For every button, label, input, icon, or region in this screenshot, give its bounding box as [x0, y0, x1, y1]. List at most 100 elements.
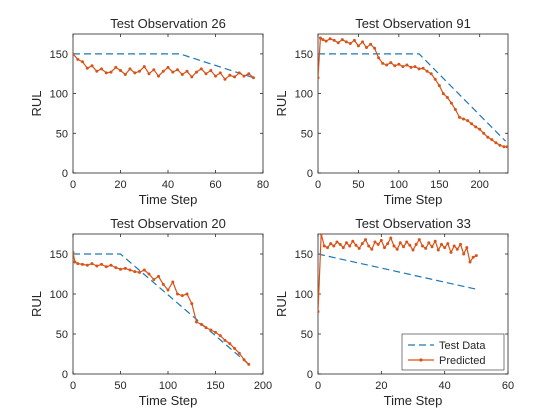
predicted-point	[242, 74, 246, 78]
predicted-point	[341, 246, 345, 250]
y-tick-label: 0	[307, 168, 313, 180]
predicted-point	[466, 119, 470, 123]
predicted-point	[377, 56, 381, 60]
y-tick-label: 50	[56, 128, 68, 140]
predicted-point	[223, 77, 227, 81]
predicted-point	[114, 266, 118, 270]
predicted-point	[389, 236, 393, 240]
predicted-point	[385, 63, 389, 67]
predicted-point	[474, 254, 478, 258]
plot-area	[73, 52, 255, 81]
predicted-point	[340, 38, 344, 42]
predicted-point	[449, 250, 453, 254]
predicted-point	[161, 282, 165, 286]
predicted-point	[348, 244, 352, 248]
y-tick-label: 100	[295, 89, 313, 101]
series-test-data-line	[318, 53, 507, 142]
predicted-point	[401, 65, 405, 69]
predicted-point	[389, 61, 393, 65]
predicted-point	[214, 330, 217, 334]
predicted-point	[345, 241, 348, 245]
y-tick-label: 150	[50, 49, 68, 61]
y-axis-label: RUL	[29, 291, 44, 317]
predicted-point	[199, 322, 203, 326]
predicted-point	[171, 280, 175, 284]
predicted-point	[195, 320, 198, 324]
x-axis-label: Time Step	[139, 192, 198, 207]
predicted-point	[379, 238, 383, 242]
plot-area	[73, 250, 251, 366]
predicted-point	[204, 72, 208, 76]
subplot-2: 0 50 100 150 200 0 50 100 150 Test Observation 91…	[274, 16, 509, 207]
y-tick-label: 150	[295, 49, 313, 61]
predicted-point	[356, 44, 360, 48]
legend: Test Data Predicted	[401, 333, 505, 371]
predicted-point	[204, 326, 208, 330]
predicted-point	[338, 242, 342, 246]
x-tick-label: 80	[257, 179, 269, 191]
predicted-point	[157, 74, 160, 78]
predicted-point	[180, 294, 184, 298]
predicted-point	[223, 338, 227, 342]
y-axis-label: RUL	[274, 90, 289, 116]
predicted-point	[90, 64, 94, 68]
predicted-point	[133, 270, 137, 274]
predicted-point	[486, 135, 490, 139]
predicted-point	[351, 239, 355, 243]
x-tick-label: 40	[439, 380, 451, 392]
legend-box	[401, 333, 505, 371]
predicted-point	[397, 62, 401, 66]
predicted-point	[218, 71, 222, 75]
predicted-point	[114, 65, 118, 69]
predicted-point	[398, 241, 402, 245]
predicted-point	[185, 292, 189, 296]
predicted-point	[195, 70, 198, 74]
predicted-point	[104, 71, 108, 75]
predicted-point	[133, 71, 137, 75]
predicted-point	[328, 37, 332, 41]
predicted-point	[180, 73, 184, 76]
predicted-point	[100, 67, 103, 71]
predicted-point	[408, 243, 412, 247]
y-tick-label: 150	[295, 249, 313, 261]
predicted-point	[119, 69, 122, 72]
x-tick-label: 60	[502, 380, 514, 392]
x-tick-label: 0	[70, 179, 76, 191]
predicted-point	[395, 247, 399, 251]
predicted-point	[119, 267, 122, 271]
predicted-point	[458, 115, 461, 119]
predicted-point	[100, 262, 103, 266]
predicted-point	[218, 334, 222, 338]
x-tick-label: 50	[352, 179, 364, 191]
y-tick-label: 100	[50, 289, 68, 301]
predicted-point	[123, 266, 127, 270]
x-tick-label: 200	[471, 179, 489, 191]
predicted-point	[370, 247, 374, 251]
predicted-point	[490, 138, 494, 142]
predicted-point	[369, 42, 373, 46]
predicted-point	[252, 76, 255, 80]
predicted-point	[95, 264, 99, 268]
y-tick-label: 100	[50, 89, 68, 101]
predicted-point	[73, 260, 77, 264]
predicted-point	[176, 292, 179, 296]
x-axis-label: Time Step	[384, 192, 443, 207]
x-tick-label: 20	[114, 179, 126, 191]
plot-area	[318, 36, 508, 149]
predicted-point	[73, 250, 75, 254]
predicted-point	[365, 46, 368, 49]
predicted-point	[459, 242, 462, 246]
predicted-point	[76, 57, 80, 61]
predicted-point	[242, 358, 246, 362]
predicted-point	[142, 268, 146, 272]
predicted-point	[176, 68, 179, 72]
x-tick-label: 20	[375, 380, 387, 392]
predicted-point	[455, 247, 459, 251]
x-tick-label: 150	[430, 179, 448, 191]
predicted-point	[502, 145, 506, 149]
predicted-point	[142, 65, 146, 69]
predicted-point	[321, 38, 325, 42]
predicted-point	[233, 75, 236, 79]
predicted-point	[465, 246, 469, 250]
